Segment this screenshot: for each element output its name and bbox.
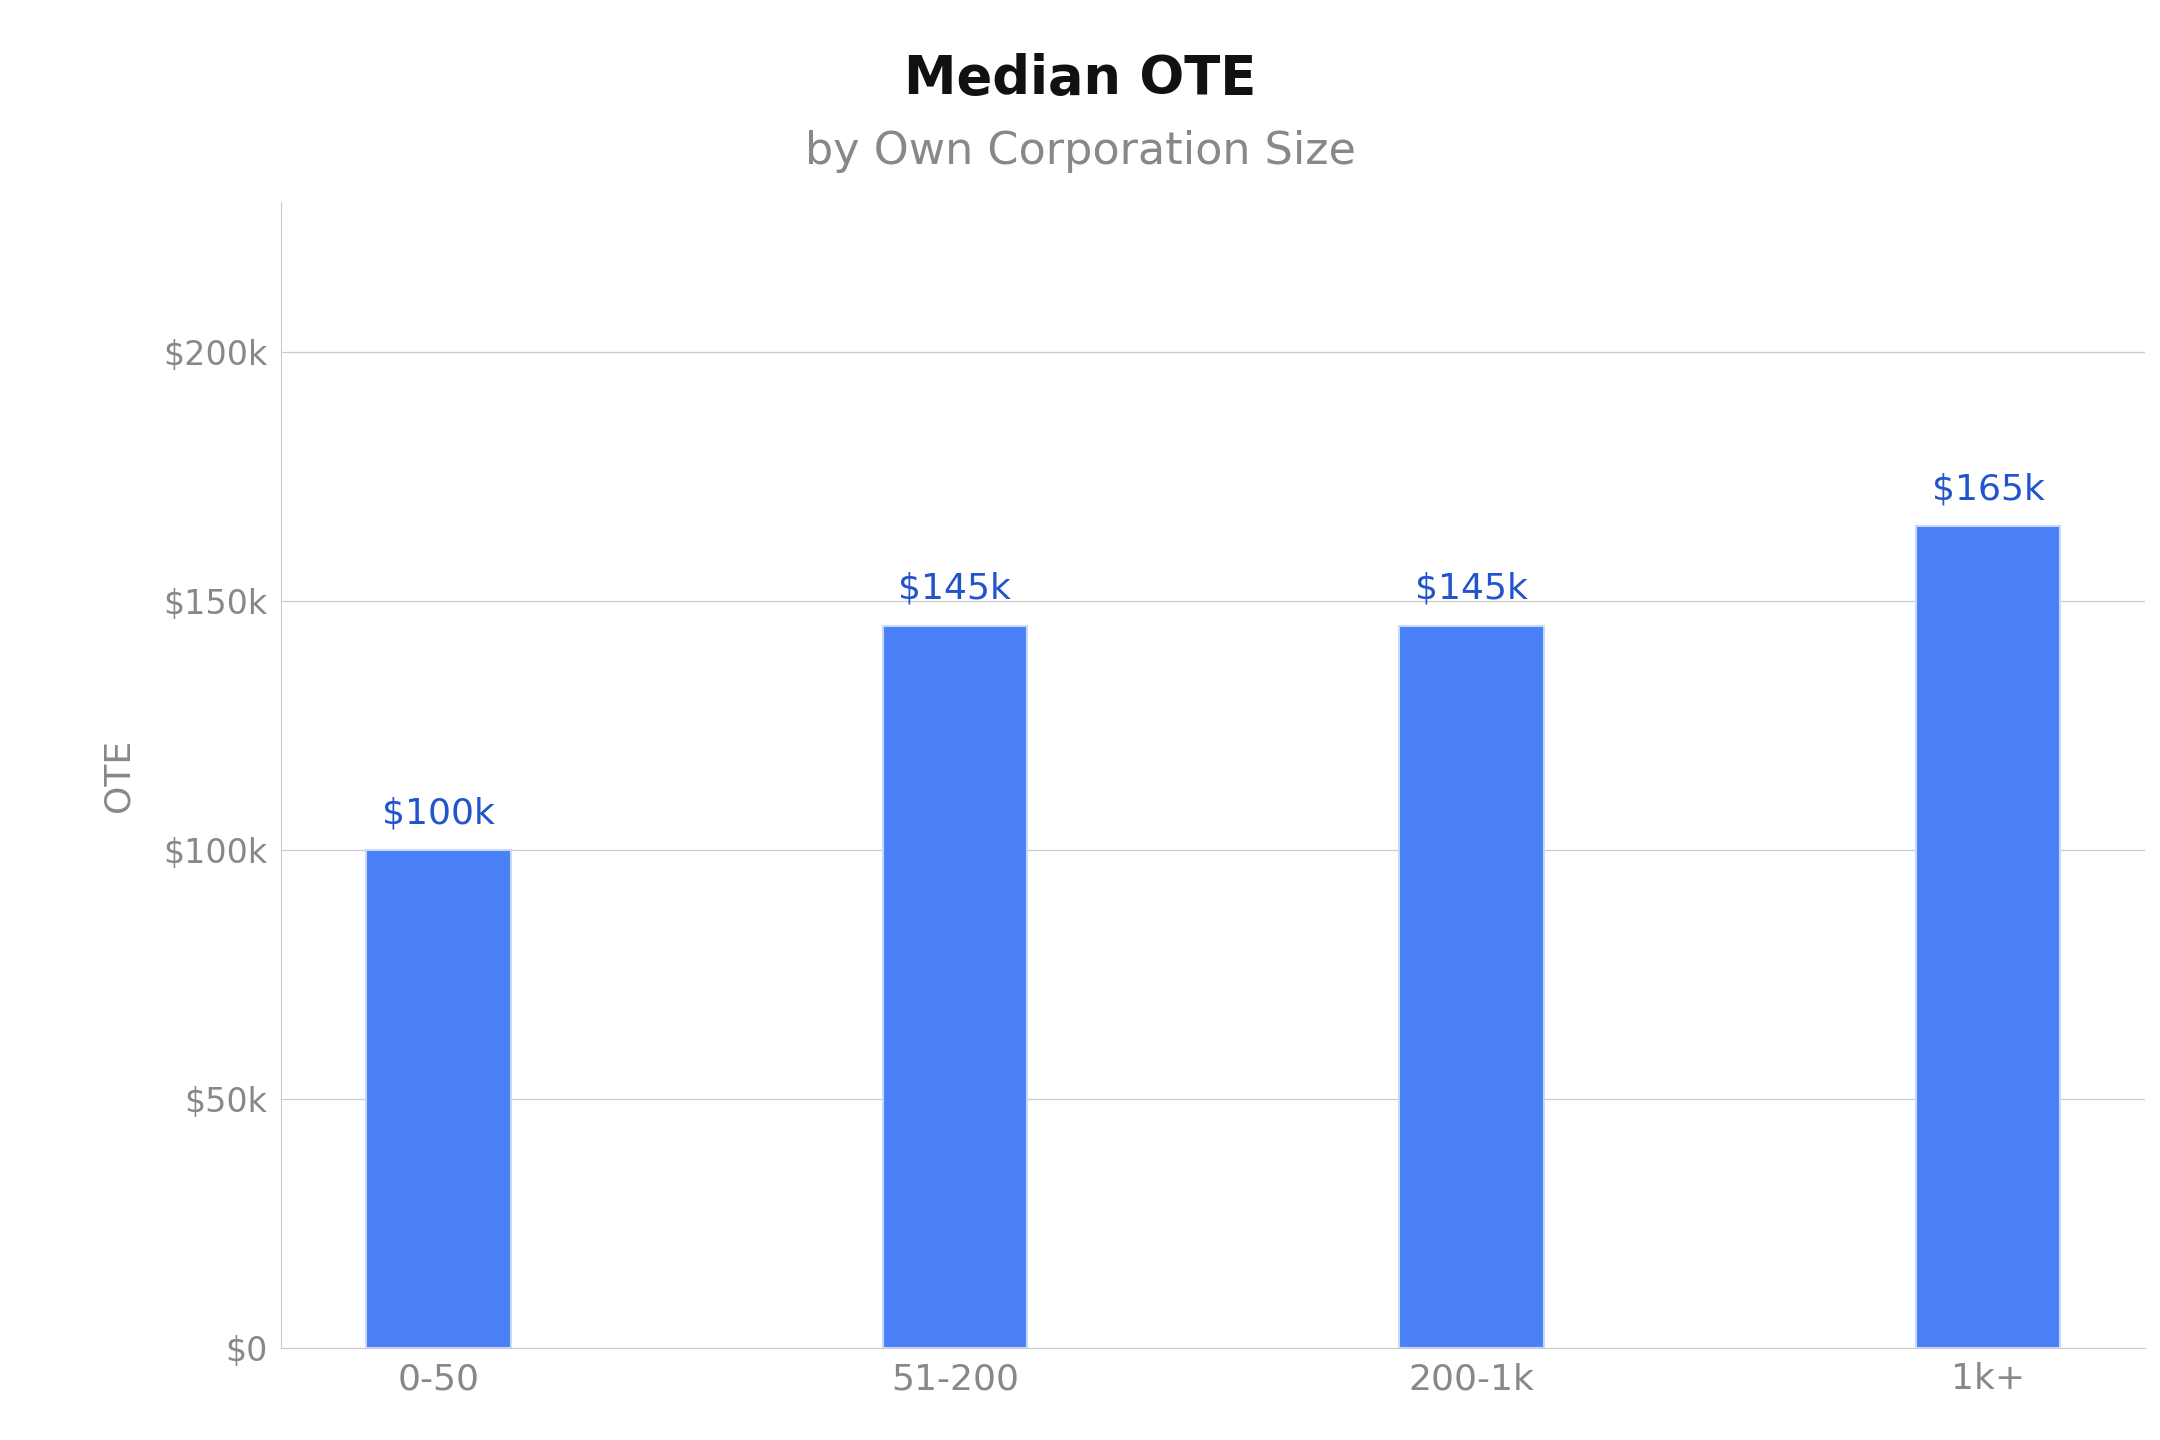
Bar bbox=[365, 850, 510, 1348]
Bar bbox=[883, 626, 1028, 1348]
Text: $165k: $165k bbox=[1931, 472, 2043, 507]
Y-axis label: OTE: OTE bbox=[102, 739, 136, 812]
Text: $145k: $145k bbox=[1415, 572, 1527, 606]
Bar bbox=[1916, 526, 2061, 1348]
Text: by Own Corporation Size: by Own Corporation Size bbox=[804, 130, 1356, 173]
Text: $100k: $100k bbox=[382, 796, 495, 829]
Text: $145k: $145k bbox=[899, 572, 1011, 606]
Text: Median OTE: Median OTE bbox=[903, 53, 1257, 105]
Bar bbox=[1400, 626, 1544, 1348]
